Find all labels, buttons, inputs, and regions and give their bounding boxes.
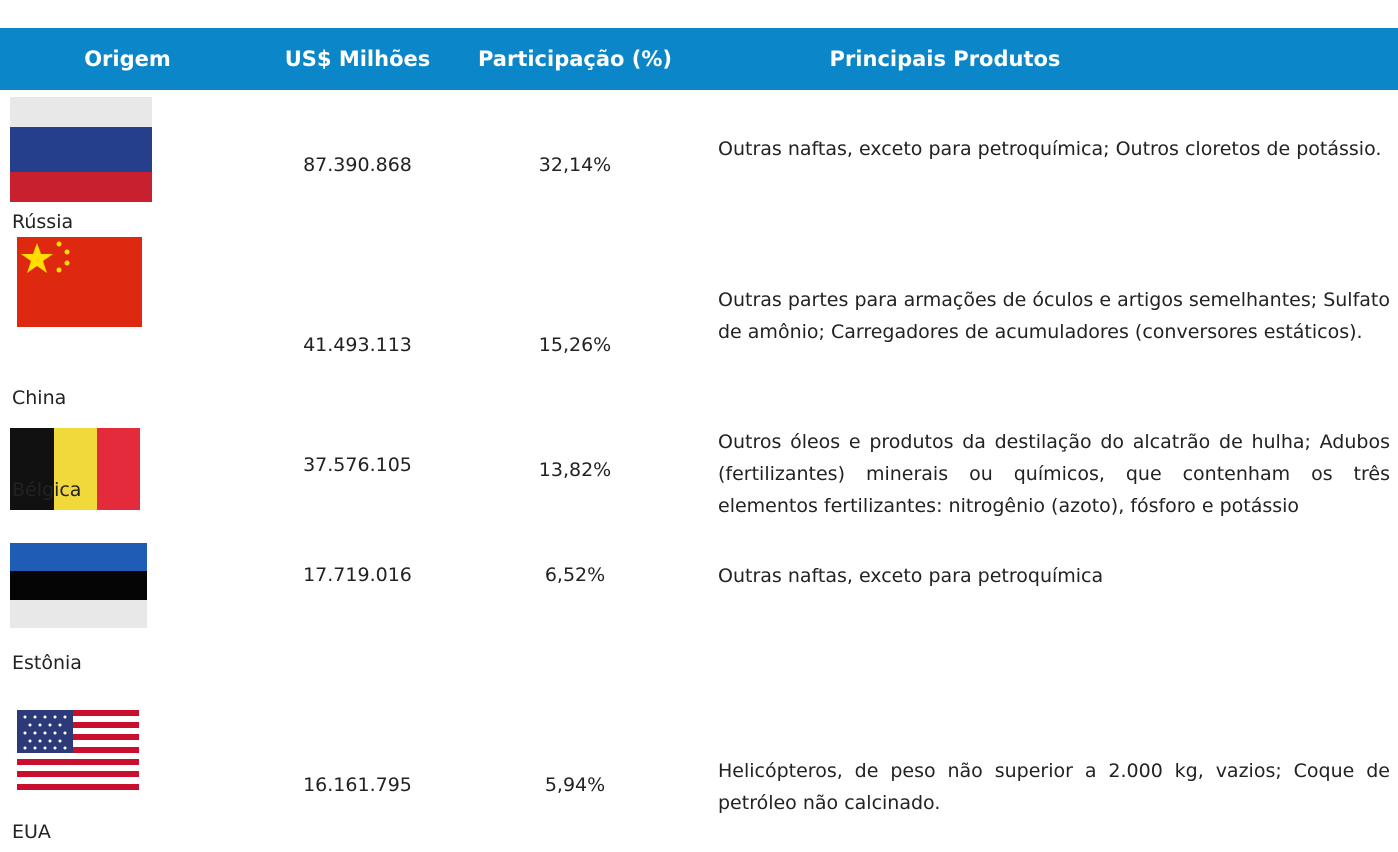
share-cell: 5,94% <box>544 774 606 796</box>
products-cell: Helicópteros, de peso não superior a 2.0… <box>718 760 1390 814</box>
country-name: China <box>12 387 67 409</box>
share-cell: 15,26% <box>538 334 612 356</box>
products-cell: Outras partes para armações de óculos e … <box>718 289 1390 343</box>
value-cell: 17.719.016 <box>303 564 412 586</box>
header-cell: US$ Milhões <box>284 47 431 71</box>
flag-china <box>17 237 142 327</box>
products-cell: Outras naftas, exceto para petroquímica <box>718 565 1104 587</box>
header-band <box>0 28 1398 90</box>
country-name: Rússia <box>12 211 74 233</box>
value-cell: 16.161.795 <box>303 774 412 796</box>
country-name: Bélgica <box>12 479 82 501</box>
value-cell: 87.390.868 <box>303 154 412 176</box>
header-cell: Principais Produtos <box>829 47 1061 71</box>
country-name: Estônia <box>12 652 82 674</box>
header-cell: Origem <box>84 47 171 71</box>
value-cell: 41.493.113 <box>303 334 412 356</box>
share-cell: 13,82% <box>538 459 612 481</box>
flag-belgium <box>10 428 140 510</box>
flag-estonia <box>10 543 147 628</box>
products-cell: Outras naftas, exceto para petroquímica;… <box>718 138 1382 160</box>
share-cell: 6,52% <box>544 564 606 586</box>
value-cell: 37.576.105 <box>303 454 412 476</box>
country-name: EUA <box>12 821 51 843</box>
flag-russia <box>10 97 152 202</box>
products-cell: Outros óleos e produtos da destilação do… <box>718 431 1390 517</box>
flag-usa <box>17 710 139 790</box>
header-cell: Participação (%) <box>477 47 673 71</box>
share-cell: 32,14% <box>538 154 612 176</box>
